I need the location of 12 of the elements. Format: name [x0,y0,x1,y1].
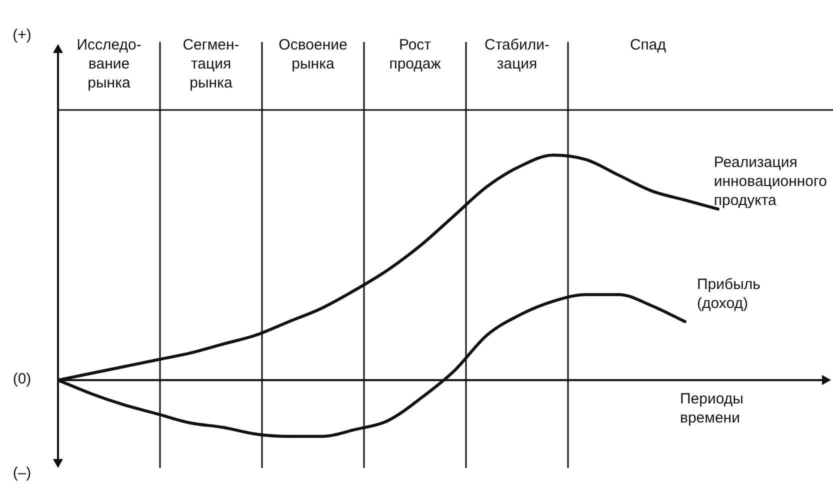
text: (0) [12,370,32,388]
text: Спад [630,36,666,54]
text: Рост продаж [389,36,441,73]
text: Освоение рынка [278,36,348,73]
text: Сегмен- тация рынка [182,36,240,92]
series-label: Реализация инновационного продукта [714,154,828,210]
text: Исследо- вание рынка [76,36,142,92]
x-axis-title: Периоды времени [680,390,744,427]
text: Стабили- зация [484,36,550,73]
series-label: Прибыль (доход) [697,276,761,312]
text: (+) [12,26,32,44]
text: (–) [12,464,32,482]
